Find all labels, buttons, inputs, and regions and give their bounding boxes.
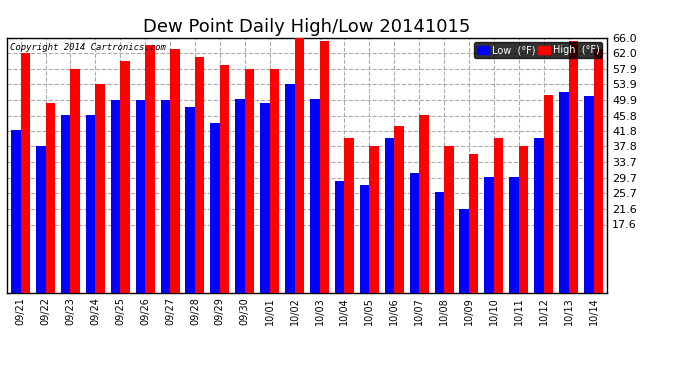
Bar (21, 53, 30, 292)
Bar (544, 96, 553, 292)
Text: Copyright 2014 Cartronics.com: Copyright 2014 Cartronics.com (10, 43, 166, 52)
Bar (534, 138, 544, 292)
Bar (435, 192, 444, 292)
Bar (195, 57, 204, 292)
Bar (410, 173, 419, 292)
Bar (519, 146, 529, 292)
Bar (319, 41, 329, 292)
Bar (484, 177, 494, 292)
Bar (136, 100, 145, 292)
Bar (235, 99, 245, 292)
Bar (161, 100, 170, 292)
Bar (469, 154, 478, 292)
Bar (584, 96, 593, 292)
Bar (394, 126, 404, 292)
Bar (385, 138, 394, 292)
Bar (170, 49, 179, 292)
Bar (344, 138, 354, 292)
Bar (369, 146, 379, 292)
Bar (270, 69, 279, 292)
Bar (494, 138, 503, 292)
Bar (145, 45, 155, 292)
Bar (310, 99, 319, 292)
Bar (46, 103, 55, 292)
Bar (509, 177, 519, 292)
Bar (245, 69, 254, 292)
Bar (260, 103, 270, 292)
Bar (220, 64, 229, 292)
Bar (70, 69, 80, 292)
Bar (335, 181, 344, 292)
Bar (11, 130, 21, 292)
Bar (285, 84, 295, 292)
Legend: Low  (°F), High  (°F): Low (°F), High (°F) (474, 42, 602, 58)
Bar (360, 185, 369, 292)
Bar (111, 100, 120, 292)
Bar (593, 49, 603, 292)
Bar (120, 61, 130, 292)
Bar (559, 92, 569, 292)
Bar (295, 38, 304, 292)
Bar (210, 123, 220, 292)
Bar (186, 107, 195, 292)
Title: Dew Point Daily High/Low 20141015: Dew Point Daily High/Low 20141015 (144, 18, 471, 36)
Bar (444, 146, 453, 292)
Bar (86, 115, 95, 292)
Bar (61, 115, 70, 292)
Bar (36, 146, 46, 292)
Bar (569, 41, 578, 292)
Bar (460, 209, 469, 292)
Bar (95, 84, 105, 292)
Bar (419, 115, 428, 292)
